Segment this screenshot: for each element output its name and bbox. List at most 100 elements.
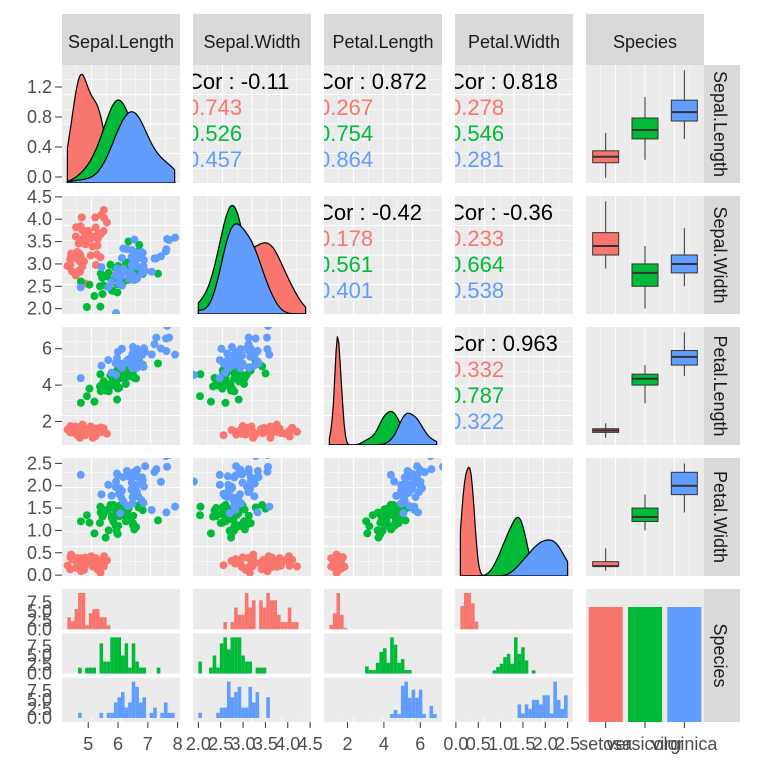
strip-right-label: Petal.Width	[710, 471, 730, 563]
hist-bar-virginica	[167, 712, 172, 718]
hist-bar-setosa	[343, 627, 348, 630]
y-tick-count: 5.0	[27, 690, 52, 710]
scatter-point-setosa	[94, 229, 103, 238]
scatter-point-virginica	[130, 235, 139, 244]
scatter-point-versicolor	[212, 503, 221, 512]
scatter-point-virginica	[171, 502, 180, 511]
scatter-point-virginica	[390, 477, 399, 486]
hist-bar-versicolor	[386, 662, 391, 674]
scatter-point-setosa	[100, 427, 109, 436]
hist-bar-virginica	[171, 712, 175, 718]
scatter-point-setosa	[244, 565, 253, 574]
scatter-point-virginica	[238, 478, 247, 487]
hist-bar-virginica	[106, 712, 111, 718]
hist-bar-virginica	[99, 712, 104, 718]
scatter-point-virginica	[416, 477, 425, 486]
scatter-point-virginica	[163, 327, 171, 330]
scatter-point-versicolor	[85, 384, 94, 393]
hist-bar-setosa	[294, 622, 299, 630]
scatter-point-versicolor	[391, 504, 400, 513]
hist-bar-versicolor	[404, 670, 409, 674]
scatter-point-virginica	[254, 473, 263, 482]
hist-bar-versicolor	[223, 637, 227, 674]
hist-bar-setosa	[277, 614, 281, 630]
corr-total: Cor : -0.42	[318, 200, 422, 225]
panel-0-3	[455, 65, 573, 183]
scatter-point-virginica	[413, 462, 422, 471]
scatter-point-virginica	[119, 244, 128, 253]
scatter-point-setosa	[91, 223, 100, 232]
scatter-point-versicolor	[130, 525, 139, 534]
boxplot-box-versicolor	[631, 117, 659, 140]
scatter-point-setosa	[275, 555, 284, 564]
scatter-point-virginica	[139, 261, 148, 270]
hist-bar-versicolor	[135, 661, 139, 674]
boxplot-panel	[592, 201, 698, 309]
hist-bar-virginica	[546, 695, 550, 718]
hist-bar-virginica	[230, 697, 235, 718]
scatter-point-virginica	[156, 477, 165, 486]
scatter-point-setosa	[244, 428, 253, 437]
hist-bar-versicolor	[496, 667, 500, 674]
hist-bar-virginica	[237, 686, 242, 718]
hist-bar-virginica	[226, 681, 231, 718]
hist-bar-setosa	[67, 617, 71, 630]
hist-bar-setosa	[230, 622, 235, 630]
x-tick-Petal.Width: 2.5	[555, 734, 580, 754]
scatter-point-versicolor	[103, 380, 112, 389]
scatter-point-virginica	[128, 275, 137, 284]
hist-bar-versicolor	[262, 667, 267, 674]
x-tick-Petal.Length: 4	[379, 734, 389, 754]
hist-bar-versicolor	[92, 667, 96, 674]
density-virginica	[197, 223, 306, 314]
hist-bar-versicolor	[124, 643, 129, 674]
hist-bar-setosa	[287, 607, 292, 630]
scatter-point-virginica	[128, 473, 137, 482]
scatter-point-versicolor	[153, 359, 162, 368]
scatter-point-virginica	[215, 470, 224, 479]
hist-bar-virginica	[404, 681, 409, 718]
x-tick-species: versicolor	[606, 734, 683, 754]
x-tick-Sepal.Length: 8	[173, 734, 183, 754]
scatter-point-virginica	[401, 473, 410, 482]
hist-bar-versicolor	[400, 659, 405, 674]
scatter-point-virginica	[416, 448, 424, 456]
scatter-panel	[63, 458, 180, 576]
scatter-point-versicolor	[234, 395, 243, 404]
scatter-point-setosa	[66, 422, 75, 431]
strip-top-bg	[586, 14, 704, 65]
hist-bar-versicolor	[499, 663, 504, 674]
y-tick-Petal.Width: 0.0	[27, 565, 52, 585]
corr-versicolor: 0.664	[449, 252, 504, 277]
hist-bar-versicolor	[103, 661, 107, 674]
y-tick-count: 2.5	[27, 655, 52, 675]
scatter-point-versicolor	[153, 269, 162, 278]
corr-virginica: 0.281	[449, 147, 504, 172]
scatter-point-virginica	[253, 508, 262, 517]
boxplot-box-virginica	[670, 99, 698, 122]
scatter-point-versicolor	[82, 511, 91, 520]
scatter-point-virginica	[263, 462, 272, 471]
scatter-point-virginica	[147, 506, 156, 515]
scatter-point-setosa	[92, 250, 101, 259]
x-tick-Petal.Width: 1.0	[488, 734, 513, 754]
scatter-point-setosa	[96, 568, 105, 576]
corr-total: Cor : -0.36	[449, 200, 553, 225]
scatter-point-setosa	[232, 430, 241, 439]
corr-total: Cor : -0.11	[187, 69, 289, 94]
hist-bar-versicolor	[113, 637, 118, 674]
x-tick-Sepal.Width: 2.0	[186, 734, 211, 754]
y-tick-Petal.Width: 0.5	[27, 543, 52, 563]
hist-bar-versicolor	[379, 651, 383, 674]
hist-bar-virginica	[531, 699, 536, 718]
density-setosa	[328, 336, 437, 445]
scatter-point-versicolor	[95, 282, 104, 291]
x-tick-Sepal.Length: 7	[143, 734, 153, 754]
scatter-panel	[327, 448, 442, 576]
scatter-point-virginica	[162, 346, 171, 355]
strip-top-label: Petal.Width	[468, 32, 560, 52]
hist-bar-virginica	[138, 702, 143, 718]
scatter-point-virginica	[134, 361, 143, 370]
